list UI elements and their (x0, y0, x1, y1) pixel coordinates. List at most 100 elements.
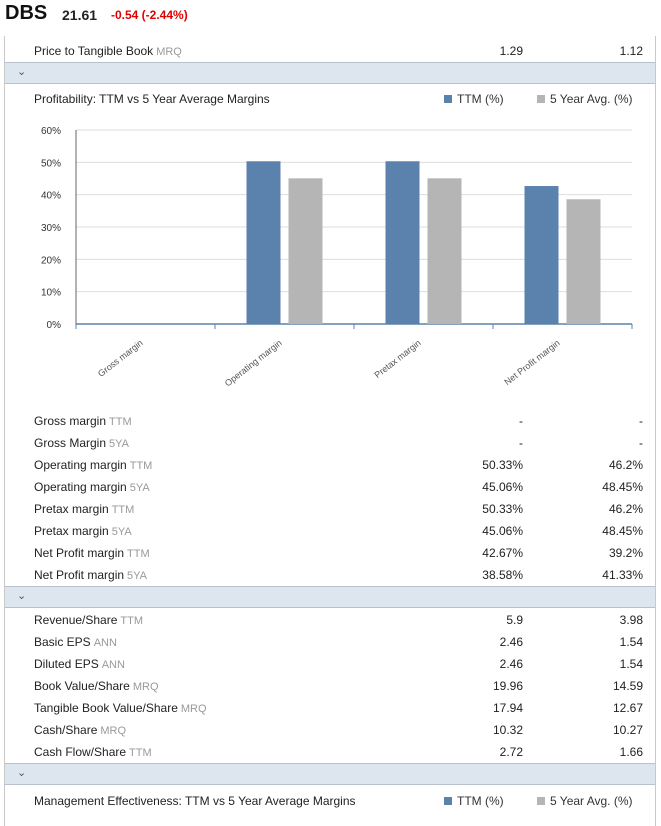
x-category-label: Pretax margin (372, 338, 422, 380)
industry-value: 41.33% (602, 568, 643, 582)
row-label: Price to Tangible Book (34, 44, 154, 58)
section-toggle-per-share[interactable]: ⌄ (5, 586, 655, 608)
ticker-symbol: DBS (5, 2, 48, 24)
row-period: 5YA (111, 526, 132, 538)
industry-value: 1.54 (619, 635, 643, 649)
ratios-panel: Price to Tangible Book MRQ 1.29 1.12 ⌄ Pr… (4, 36, 656, 826)
industry-value: 46.2% (608, 458, 643, 472)
legend-swatch-avg (537, 797, 545, 805)
row-label: Tangible Book Value/Share (34, 701, 178, 715)
row-label: Operating margin (34, 458, 127, 472)
industry-value: 3.98 (619, 613, 643, 627)
company-value: 38.58% (482, 568, 523, 582)
bar-ttm (385, 161, 420, 324)
table-row: Net Profit margin 5YA 38.58% 41.33% (5, 564, 655, 586)
row-label: Cash/Share (34, 723, 98, 737)
row-period: 5YA (129, 482, 150, 494)
management-chart-title: Management Effectiveness: TTM vs 5 Year … (34, 794, 356, 808)
row-label: Book Value/Share (34, 679, 130, 693)
row-period: MRQ (132, 681, 159, 693)
industry-value: 12.67 (612, 701, 643, 715)
row-label: Gross margin (34, 414, 107, 428)
y-tick-label: 10% (41, 288, 61, 299)
company-value: 45.06% (482, 480, 523, 494)
table-row: Cash Flow/Share TTM 2.72 1.66 (5, 741, 655, 763)
row-period: MRQ (156, 46, 182, 58)
table-row: Gross margin TTM - - (5, 410, 655, 432)
company-value: 45.06% (482, 524, 523, 538)
row-label: Gross Margin (34, 436, 107, 450)
table-row: Operating margin 5YA 45.06% 48.45% (5, 476, 655, 498)
row-label: Pretax margin (34, 524, 109, 538)
company-value: 1.29 (499, 44, 523, 58)
bar-5ya (566, 199, 601, 324)
row-label: Operating margin (34, 480, 127, 494)
industry-value: 1.12 (619, 44, 643, 58)
company-value: 17.94 (492, 701, 523, 715)
legend-ttm-label: TTM (%) (457, 794, 504, 808)
bar-ttm (524, 186, 559, 324)
row-label: Basic EPS (34, 635, 91, 649)
section-toggle-management[interactable]: ⌄ (5, 763, 655, 785)
table-row: Pretax margin 5YA 45.06% 48.45% (5, 520, 655, 542)
company-value: 42.67% (482, 546, 523, 560)
company-value: 2.46 (499, 657, 523, 671)
price-to-tangible-book-row: Price to Tangible Book MRQ 1.29 1.12 (5, 40, 655, 62)
table-row: Tangible Book Value/Share MRQ 17.94 12.67 (5, 697, 655, 719)
quote-header: DBS 21.61 -0.54 (-2.44%) (0, 0, 661, 36)
profitability-bar-chart: 0% 10% 20% 30% 40% 50% 60% Gross margin Operatin… (41, 126, 633, 389)
x-category-label: Gross margin (96, 338, 145, 379)
row-label: Revenue/Share (34, 613, 118, 627)
company-value: 10.32 (492, 723, 523, 737)
legend-ttm: TTM (%) (444, 92, 504, 106)
row-period: TTM (127, 548, 150, 560)
table-row: Operating margin TTM 50.33% 46.2% (5, 454, 655, 476)
row-label: Net Profit margin (34, 546, 125, 560)
row-period: TTM (109, 416, 132, 428)
bar-5ya (288, 178, 323, 324)
chevron-down-icon[interactable]: ⌄ (17, 590, 27, 602)
x-category-label: Net Profit margin (502, 338, 561, 387)
bar-5ya (427, 178, 462, 324)
industry-value: 48.45% (602, 480, 643, 494)
industry-value: 39.2% (608, 546, 643, 560)
industry-value: 46.2% (608, 502, 643, 516)
table-row: Cash/Share MRQ 10.32 10.27 (5, 719, 655, 741)
legend-avg-management: 5 Year Avg. (%) (537, 794, 633, 808)
chevron-down-icon[interactable]: ⌄ (17, 767, 27, 779)
company-value: - (519, 414, 523, 428)
y-tick-label: 50% (41, 158, 61, 169)
y-tick-label: 60% (41, 126, 61, 137)
legend-avg-label: 5 Year Avg. (%) (550, 92, 633, 106)
row-label: Diluted EPS (34, 657, 99, 671)
last-price: 21.61 (62, 7, 98, 23)
industry-value: 48.45% (602, 524, 643, 538)
industry-value: - (639, 436, 643, 450)
row-period: TTM (120, 615, 143, 627)
company-value: 50.33% (482, 458, 523, 472)
industry-value: 1.54 (619, 657, 643, 671)
legend-avg-label: 5 Year Avg. (%) (550, 794, 633, 808)
profitability-chart-title: Profitability: TTM vs 5 Year Average Mar… (34, 92, 270, 106)
row-label: Cash Flow/Share (34, 745, 127, 759)
row-period: ANN (101, 659, 125, 671)
table-row: Diluted EPS ANN 2.46 1.54 (5, 653, 655, 675)
bar-ttm (246, 161, 281, 324)
table-row: Revenue/Share TTM 5.9 3.98 (5, 609, 655, 631)
chevron-down-icon[interactable]: ⌄ (17, 66, 27, 78)
row-period: 5YA (127, 570, 148, 582)
industry-value: 1.66 (619, 745, 643, 759)
industry-value: 10.27 (612, 723, 643, 737)
row-period: ANN (93, 637, 117, 649)
x-category-label: Operating margin (223, 338, 284, 389)
y-tick-label: 0% (47, 320, 62, 331)
legend-avg: 5 Year Avg. (%) (537, 92, 633, 106)
table-row: Pretax margin TTM 50.33% 46.2% (5, 498, 655, 520)
row-period: TTM (111, 504, 135, 516)
legend-ttm-management: TTM (%) (444, 794, 504, 808)
row-period: 5YA (109, 438, 130, 450)
table-row: Basic EPS ANN 2.46 1.54 (5, 631, 655, 653)
table-row: Net Profit margin TTM 42.67% 39.2% (5, 542, 655, 564)
price-change: -0.54 (-2.44%) (111, 8, 188, 22)
section-toggle-profitability[interactable]: ⌄ (5, 62, 655, 84)
